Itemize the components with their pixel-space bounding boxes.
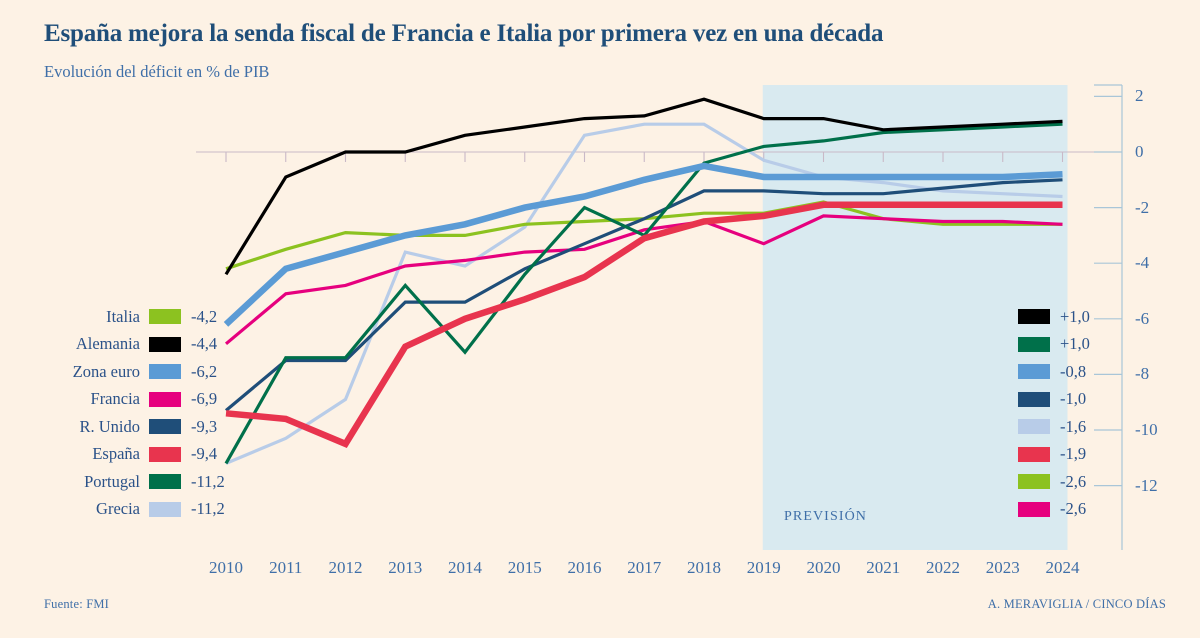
y-axis-tick-label: -8 — [1135, 364, 1150, 384]
x-axis-tick-label: 2011 — [269, 558, 303, 577]
legend-item: España -9,4 — [30, 441, 225, 469]
legend-color-swatch — [149, 446, 181, 462]
legend-color-swatch — [149, 391, 181, 407]
x-axis-tick-label: 2017 — [627, 558, 662, 577]
y-axis-tick-label: 0 — [1135, 142, 1144, 161]
y-axis-tick-label: 2 — [1135, 86, 1144, 106]
legend-item-label: Alemania — [75, 334, 140, 354]
legend-item-label: Grecia — [96, 499, 140, 519]
legend-item-value: -11,2 — [191, 499, 225, 519]
x-axis-tick-label: 2024 — [1045, 558, 1080, 577]
legend-item-value: -6,2 — [191, 361, 218, 381]
y-axis-tick-label: -4 — [1135, 253, 1150, 273]
legend-item: Portugal -11,2 — [30, 468, 225, 496]
series-line-espa-a — [225, 201, 1063, 448]
legend-color-swatch — [1018, 309, 1050, 325]
legend-color-swatch — [1018, 474, 1050, 490]
series-line-alemania — [224, 97, 1063, 276]
legend-color-swatch — [149, 474, 181, 490]
legend-item: R. Unido -9,3 — [30, 413, 225, 441]
source-note: Fuente: FMI — [44, 597, 110, 611]
legend-color-swatch — [149, 336, 181, 352]
legend-item-value: -11,2 — [191, 471, 225, 491]
legend-color-swatch — [149, 501, 181, 517]
x-axis-tick-label: 2019 — [746, 558, 781, 577]
legend-item: Francia -6,9 — [30, 386, 225, 414]
y-axis-tick-label: -2 — [1135, 197, 1150, 217]
x-axis-tick-label: 2014 — [448, 558, 482, 577]
legend-item: +1,0 — [1018, 303, 1090, 331]
x-axis-labels: 2010 2011 2012 2013 2014 2015 2016 2017 2018 2019… — [0, 558, 1200, 584]
x-axis-tick-label: 2012 — [328, 558, 363, 577]
legend-start-values: Italia -4,2 Alemania -4,4 Zona euro -6,2 Franc… — [30, 303, 225, 523]
legend-item: -0,8 — [1018, 358, 1090, 386]
legend-item-value: -2,6 — [1060, 471, 1087, 491]
y-axis-tick-label: -10 — [1135, 420, 1158, 439]
forecast-label: PREVISIÓN — [784, 509, 868, 524]
legend-item: -1,0 — [1018, 386, 1090, 414]
x-axis-tick-label: 2016 — [567, 558, 602, 577]
page-title: España mejora la senda fiscal de Francia… — [44, 20, 884, 47]
legend-item: +1,0 — [1018, 331, 1090, 359]
legend-item-value: -1,9 — [1060, 444, 1087, 464]
legend-item: Italia -4,2 — [30, 303, 225, 331]
series-line-r-unido — [224, 178, 1063, 412]
legend-item-label: R. Unido — [79, 416, 140, 436]
x-axis-tick-label: 2021 — [866, 558, 901, 577]
legend-color-swatch — [1018, 419, 1050, 435]
series-line-francia — [224, 214, 1063, 346]
legend-end-values: +1,0 +1,0 -0,8 -1,0 -1,6 -1,9 -2,6 -2,6 — [1018, 303, 1090, 523]
legend-color-swatch — [1018, 391, 1050, 407]
legend-item-label: Portugal — [84, 471, 140, 491]
legend-item-value: -2,6 — [1060, 499, 1087, 519]
legend-color-swatch — [1018, 364, 1050, 380]
legend-item-value: +1,0 — [1060, 334, 1090, 354]
y-axis-tick-label: -6 — [1135, 308, 1150, 328]
legend-item: Zona euro -6,2 — [30, 358, 225, 386]
y-axis-tick-label: -12 — [1135, 475, 1158, 495]
x-axis-tick-label: 2023 — [985, 558, 1020, 577]
legend-item-label: Zona euro — [72, 361, 140, 381]
x-axis-tick-label: 2013 — [388, 558, 423, 577]
legend-item: Grecia -11,2 — [30, 496, 225, 524]
legend-item-value: +1,0 — [1060, 306, 1090, 326]
legend-color-swatch — [149, 309, 181, 325]
page-subtitle: Evolución del déficit en % de PIB — [44, 62, 270, 81]
legend-item: -1,6 — [1018, 413, 1090, 441]
legend-item-value: -0,8 — [1060, 361, 1087, 381]
legend-color-swatch — [149, 364, 181, 380]
legend-item-value: -1,0 — [1060, 389, 1087, 409]
legend-item-label: Francia — [90, 389, 140, 409]
legend-item-value: -6,9 — [191, 389, 218, 409]
x-axis-tick-label: 2020 — [806, 558, 841, 577]
legend-color-swatch — [1018, 446, 1050, 462]
x-axis-tick-label: 2015 — [507, 558, 542, 577]
legend-item-value: -4,2 — [191, 306, 218, 326]
credit-note: A. MERAVIGLIA / CINCO DÍAS — [987, 597, 1166, 611]
series-line-zona-euro — [223, 162, 1063, 327]
forecast-band — [762, 85, 1068, 550]
legend-item-value: -4,4 — [191, 334, 218, 354]
legend-item-value: -1,6 — [1060, 416, 1087, 436]
legend-color-swatch — [149, 419, 181, 435]
legend-item-value: -9,4 — [191, 444, 218, 464]
x-axis-tick-label: 2010 — [209, 558, 243, 577]
legend-item: -1,9 — [1018, 441, 1090, 469]
legend-item-value: -9,3 — [191, 416, 218, 436]
legend-item: -2,6 — [1018, 468, 1090, 496]
legend-item: -2,6 — [1018, 496, 1090, 524]
x-axis-tick-label: 2018 — [687, 558, 721, 577]
series-line-grecia — [225, 122, 1063, 465]
legend-item-label: Italia — [106, 306, 140, 326]
legend-item-label: España — [92, 444, 140, 464]
legend-color-swatch — [1018, 501, 1050, 517]
x-axis-tick-label: 2022 — [926, 558, 960, 577]
legend-color-swatch — [1018, 336, 1050, 352]
legend-item: Alemania -4,4 — [30, 331, 225, 359]
